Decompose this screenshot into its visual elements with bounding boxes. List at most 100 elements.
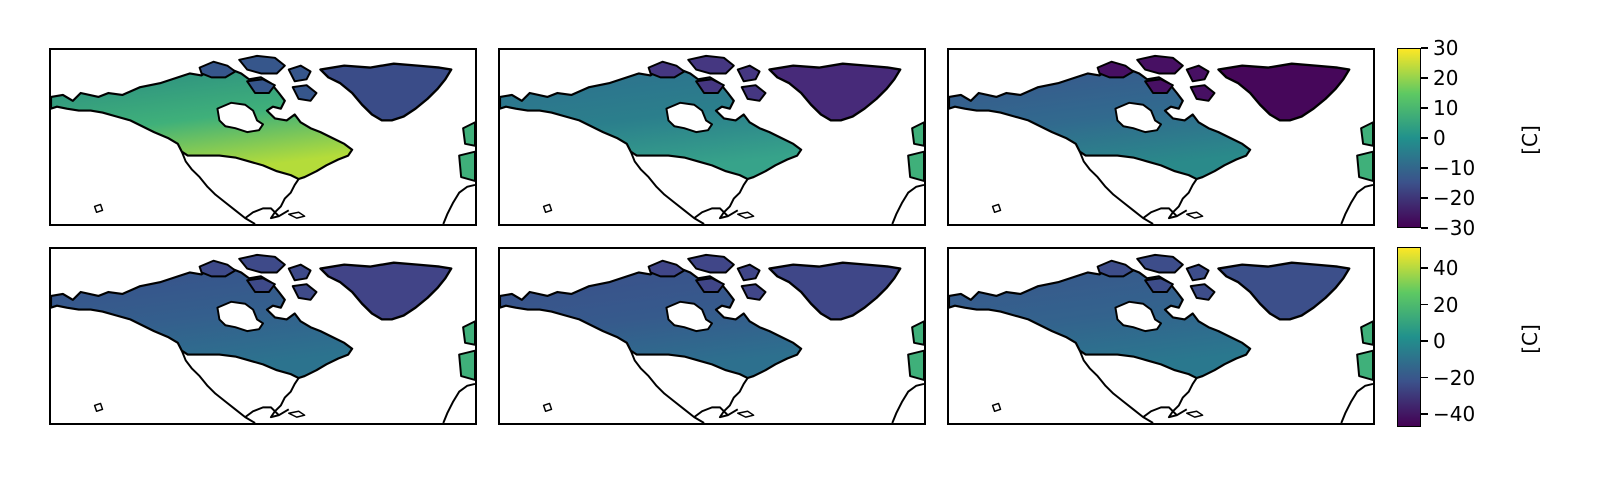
arctic-island: [1189, 84, 1216, 102]
us-west-coast: [180, 151, 256, 224]
gulf-coast: [1142, 207, 1178, 219]
us-east-coast: [718, 178, 749, 220]
colorbar-bottom-unit: [C]: [1518, 324, 1542, 354]
canada-landmass: [500, 267, 803, 380]
map-panel-r1c2: [498, 48, 926, 226]
us-east-coast: [718, 377, 749, 419]
map-svg: [500, 54, 924, 224]
colorbar-tick-label: 10: [1433, 96, 1459, 120]
europe-edge: [1356, 349, 1373, 381]
colorbar-tick-label: 30: [1433, 36, 1459, 60]
arctic-island: [736, 64, 761, 83]
africa-edge: [891, 382, 924, 423]
caribbean-island: [737, 410, 755, 418]
arctic-island: [246, 78, 276, 94]
arctic-island: [1185, 263, 1210, 282]
arctic-island: [1144, 78, 1174, 94]
gulf-coast: [693, 207, 729, 219]
europe-edge: [462, 121, 475, 147]
europe-edge: [907, 349, 924, 381]
colorbar-tick: [1421, 413, 1428, 415]
pacific-island: [93, 203, 104, 214]
colorbar-tick: [1421, 47, 1428, 49]
arctic-island: [647, 60, 686, 79]
map-panel-r2c1: [49, 247, 477, 425]
arctic-island: [1136, 253, 1184, 274]
colorbar-tick: [1421, 267, 1428, 269]
colorbar-tick: [1421, 167, 1428, 169]
arctic-island: [291, 84, 318, 102]
colorbar-bottom: [1397, 247, 1421, 427]
colorbar-tick-label: −10: [1433, 156, 1476, 180]
europe-edge: [1360, 121, 1373, 147]
colorbar-tick-label: 20: [1433, 66, 1459, 90]
arctic-island: [1185, 64, 1210, 83]
caribbean-island: [1186, 211, 1204, 219]
pacific-island: [991, 203, 1002, 214]
us-west-coast: [629, 151, 705, 224]
arctic-island: [740, 84, 767, 102]
arctic-island: [238, 253, 286, 274]
colorbar-tick: [1421, 107, 1428, 109]
arctic-island: [1144, 277, 1174, 293]
arctic-island: [287, 263, 312, 282]
canada-landmass: [949, 68, 1252, 181]
greenland: [768, 62, 902, 122]
greenland: [768, 261, 902, 321]
arctic-island: [695, 277, 725, 293]
greenland: [1217, 261, 1351, 321]
greenland: [319, 62, 453, 122]
map-panel-r1c3: [947, 48, 1375, 226]
us-west-coast: [1078, 151, 1154, 224]
colorbar-tick-label: 0: [1433, 126, 1446, 150]
gulf-coast: [1142, 406, 1178, 418]
pacific-island: [542, 402, 553, 413]
colorbar-tick-label: 0: [1433, 329, 1446, 353]
map-svg: [949, 54, 1373, 224]
colorbar-tick: [1421, 227, 1428, 229]
colorbar-tick-label: −20: [1433, 186, 1476, 210]
arctic-island: [291, 283, 318, 301]
greenland: [1217, 62, 1351, 122]
map-svg: [51, 253, 475, 423]
hudson-bay: [665, 300, 713, 333]
colorbar-tick-label: −20: [1433, 365, 1476, 390]
colorbar-tick-label: 40: [1433, 256, 1459, 280]
caribbean-island: [288, 410, 306, 418]
us-west-coast: [180, 350, 256, 423]
colorbar-tick: [1421, 77, 1428, 79]
canada-landmass: [51, 68, 354, 181]
hudson-bay: [216, 300, 264, 333]
caribbean-island: [1186, 410, 1204, 418]
europe-edge: [1356, 150, 1373, 182]
pacific-island: [93, 402, 104, 413]
europe-edge: [458, 349, 475, 381]
canada-landmass: [500, 68, 803, 181]
colorbar-tick-label: −30: [1433, 216, 1476, 240]
arctic-island: [1096, 60, 1135, 79]
colorbar-tick-label: −40: [1433, 402, 1476, 426]
map-panel-r2c3: [947, 247, 1375, 425]
colorbar-top: [1397, 48, 1421, 228]
map-svg: [51, 54, 475, 224]
colorbar-tick: [1421, 137, 1428, 139]
arctic-island: [1096, 259, 1135, 278]
africa-edge: [891, 183, 924, 224]
caribbean-island: [737, 211, 755, 219]
arctic-island: [740, 283, 767, 301]
us-west-coast: [629, 350, 705, 423]
us-east-coast: [269, 377, 300, 419]
arctic-island: [198, 60, 237, 79]
europe-edge: [911, 121, 924, 147]
gulf-coast: [244, 406, 280, 418]
greenland: [319, 261, 453, 321]
canada-landmass: [51, 267, 354, 380]
colorbar-tick: [1421, 376, 1428, 379]
arctic-island: [238, 54, 286, 75]
africa-edge: [442, 183, 475, 224]
caribbean-island: [288, 211, 306, 219]
europe-edge: [1360, 320, 1373, 346]
arctic-island: [736, 263, 761, 282]
canada-landmass: [949, 267, 1252, 380]
colorbar-top-unit: [C]: [1518, 125, 1542, 155]
